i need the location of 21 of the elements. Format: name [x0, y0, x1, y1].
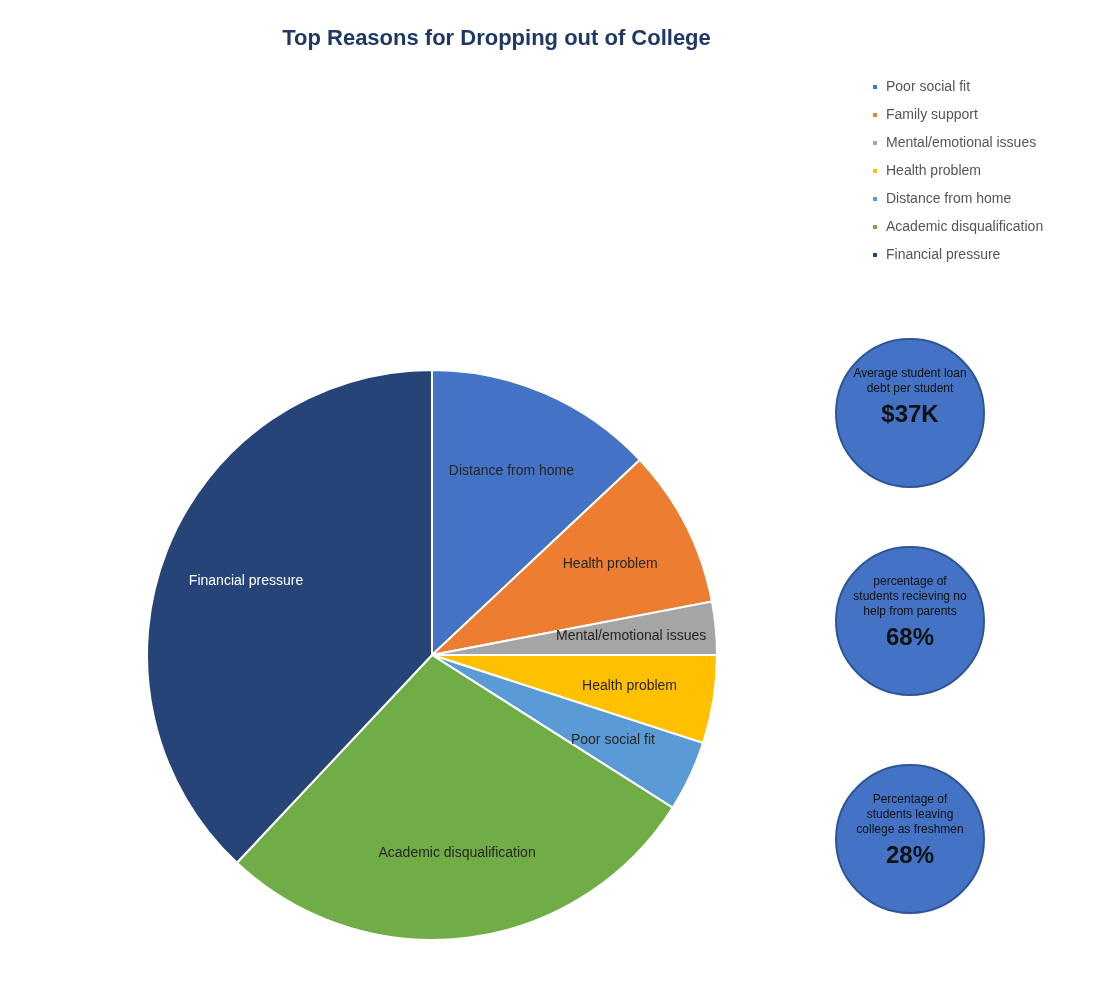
chart-title: Top Reasons for Dropping out of College: [282, 25, 711, 50]
text: Average student loan debt per student: [852, 366, 968, 396]
text: Percentage of students leaving college as freshmen: [855, 792, 965, 837]
legend-label: Mental/emotional issues: [886, 134, 1037, 150]
data-label: Health problem: [582, 677, 678, 694]
text: 28%: [884, 841, 935, 869]
legend-label: Financial pressure: [886, 246, 1001, 262]
data-label: Academic disqualification: [378, 844, 536, 861]
data-label: Distance from home: [448, 462, 575, 479]
legend-label: Academic disqualification: [886, 218, 1044, 234]
legend-label: Distance from home: [886, 190, 1012, 206]
data-label: Health problem: [562, 555, 658, 572]
text: 68%: [884, 623, 935, 651]
data-label: Poor social fit: [570, 731, 656, 748]
data-label: Mental/emotional issues: [556, 627, 707, 644]
legend-label: Health problem: [886, 162, 981, 178]
legend-label: Family support: [886, 106, 978, 122]
data-label: Financial pressure: [188, 572, 304, 589]
text: $37K: [880, 400, 940, 428]
legend-label: Poor social fit: [886, 78, 971, 94]
text: percentage of students recieving no help from parents: [852, 574, 968, 619]
